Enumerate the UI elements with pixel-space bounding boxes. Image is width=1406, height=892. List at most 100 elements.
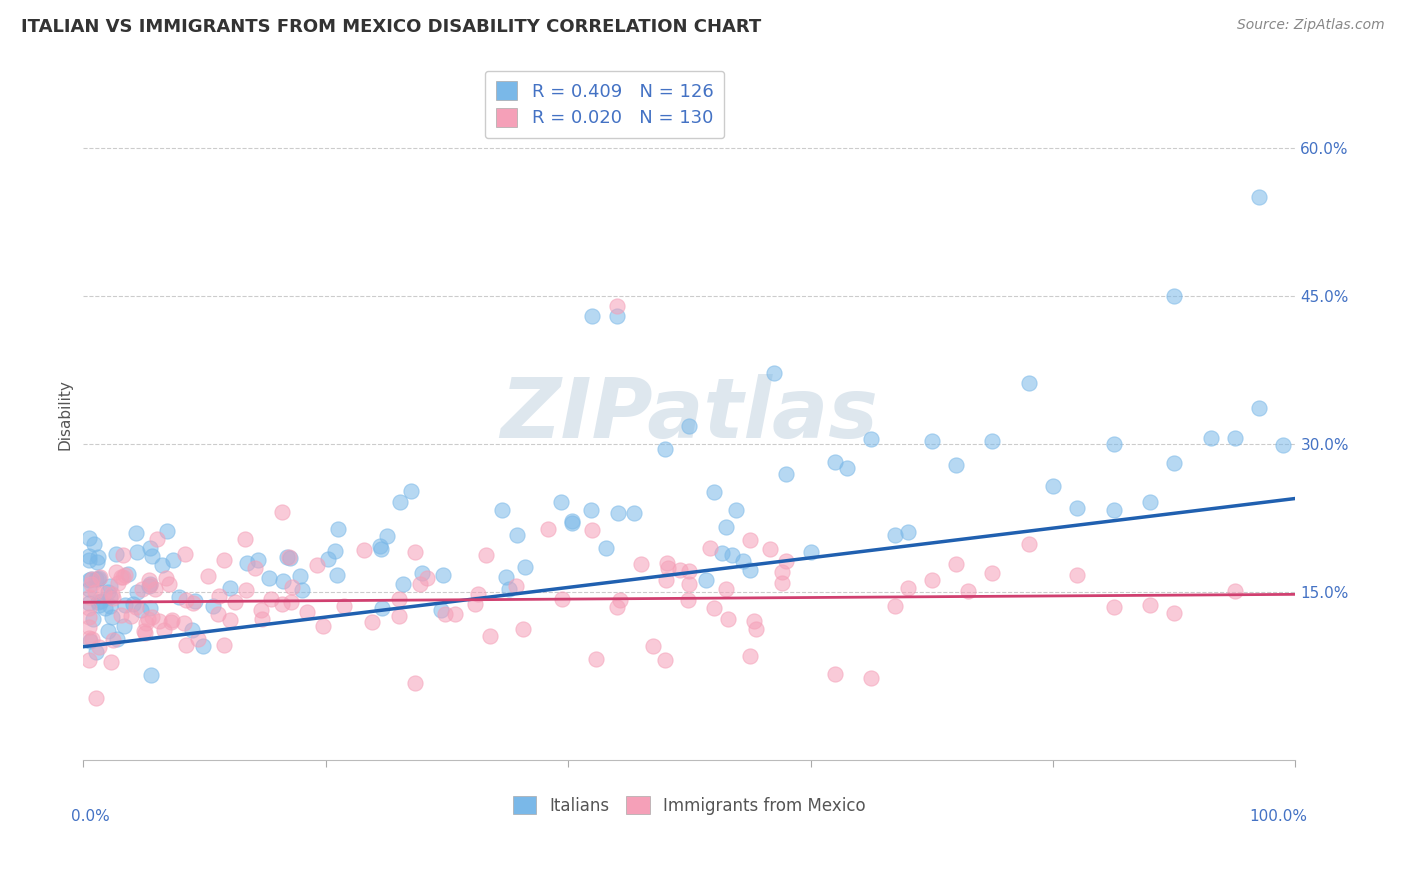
Point bbox=[160, 615, 183, 629]
Point bbox=[353, 542, 375, 557]
Point bbox=[141, 549, 163, 563]
Point bbox=[79, 620, 101, 634]
Point bbox=[609, 592, 631, 607]
Point bbox=[1139, 495, 1161, 509]
Point bbox=[281, 580, 304, 594]
Point bbox=[1018, 376, 1040, 390]
Point bbox=[641, 639, 664, 653]
Point bbox=[305, 558, 328, 572]
Point bbox=[607, 506, 630, 520]
Point bbox=[104, 565, 127, 579]
Point bbox=[101, 609, 124, 624]
Point bbox=[162, 613, 184, 627]
Point bbox=[699, 541, 721, 556]
Point bbox=[193, 640, 215, 654]
Text: ITALIAN VS IMMIGRANTS FROM MEXICO DISABILITY CORRELATION CHART: ITALIAN VS IMMIGRANTS FROM MEXICO DISABI… bbox=[21, 18, 761, 36]
Point bbox=[550, 495, 572, 509]
Point bbox=[110, 608, 132, 623]
Point bbox=[84, 572, 107, 586]
Point bbox=[79, 631, 101, 645]
Point bbox=[87, 572, 110, 586]
Point bbox=[207, 607, 229, 621]
Point bbox=[884, 528, 907, 542]
Point bbox=[695, 573, 717, 587]
Point bbox=[259, 591, 281, 606]
Point bbox=[763, 367, 786, 381]
Point bbox=[235, 583, 257, 598]
Point bbox=[1018, 537, 1040, 551]
Point bbox=[411, 566, 433, 581]
Point bbox=[84, 645, 107, 659]
Point bbox=[654, 573, 676, 587]
Point bbox=[399, 483, 422, 498]
Point bbox=[100, 655, 122, 669]
Point bbox=[360, 615, 382, 629]
Point bbox=[138, 541, 160, 555]
Point bbox=[145, 532, 167, 546]
Point bbox=[1042, 479, 1064, 493]
Point bbox=[101, 591, 124, 606]
Point bbox=[79, 633, 101, 648]
Point bbox=[173, 547, 195, 561]
Point bbox=[125, 545, 148, 559]
Point bbox=[107, 632, 129, 647]
Point bbox=[181, 596, 204, 610]
Point bbox=[90, 594, 112, 608]
Point bbox=[720, 548, 742, 562]
Point bbox=[197, 568, 219, 582]
Point bbox=[219, 613, 242, 627]
Point bbox=[703, 484, 725, 499]
Text: Source: ZipAtlas.com: Source: ZipAtlas.com bbox=[1237, 18, 1385, 32]
Point bbox=[505, 579, 527, 593]
Point bbox=[150, 558, 173, 572]
Point bbox=[129, 602, 152, 616]
Point bbox=[87, 595, 110, 609]
Point bbox=[370, 539, 392, 553]
Point bbox=[775, 467, 797, 481]
Point bbox=[770, 575, 793, 590]
Point bbox=[711, 546, 734, 560]
Point bbox=[1249, 190, 1271, 204]
Point bbox=[1163, 456, 1185, 470]
Point bbox=[270, 505, 292, 519]
Point bbox=[770, 565, 793, 579]
Point bbox=[136, 612, 159, 626]
Point bbox=[84, 691, 107, 706]
Point bbox=[513, 559, 536, 574]
Point bbox=[82, 612, 104, 626]
Point bbox=[1249, 401, 1271, 415]
Point bbox=[388, 608, 411, 623]
Point bbox=[824, 666, 846, 681]
Point bbox=[156, 524, 179, 538]
Point bbox=[79, 549, 101, 563]
Point bbox=[173, 616, 195, 631]
Point bbox=[80, 572, 103, 586]
Point bbox=[606, 299, 628, 313]
Point bbox=[1102, 503, 1125, 517]
Point bbox=[463, 597, 485, 611]
Point bbox=[83, 584, 105, 599]
Point bbox=[389, 495, 412, 509]
Point bbox=[112, 548, 135, 562]
Point bbox=[467, 587, 489, 601]
Point bbox=[114, 598, 136, 612]
Point bbox=[416, 571, 439, 585]
Point bbox=[86, 555, 108, 569]
Point bbox=[87, 549, 110, 564]
Point bbox=[744, 622, 766, 636]
Point bbox=[214, 638, 236, 652]
Point bbox=[278, 551, 301, 566]
Point bbox=[1223, 431, 1246, 445]
Point bbox=[595, 541, 617, 556]
Point bbox=[579, 502, 602, 516]
Point bbox=[495, 570, 517, 584]
Point bbox=[180, 623, 202, 637]
Point bbox=[236, 557, 259, 571]
Legend: Italians, Immigrants from Mexico: Italians, Immigrants from Mexico bbox=[506, 789, 872, 822]
Point bbox=[97, 624, 120, 638]
Point bbox=[654, 653, 676, 667]
Point bbox=[131, 582, 153, 596]
Point bbox=[404, 675, 426, 690]
Y-axis label: Disability: Disability bbox=[58, 379, 72, 450]
Point bbox=[79, 590, 101, 604]
